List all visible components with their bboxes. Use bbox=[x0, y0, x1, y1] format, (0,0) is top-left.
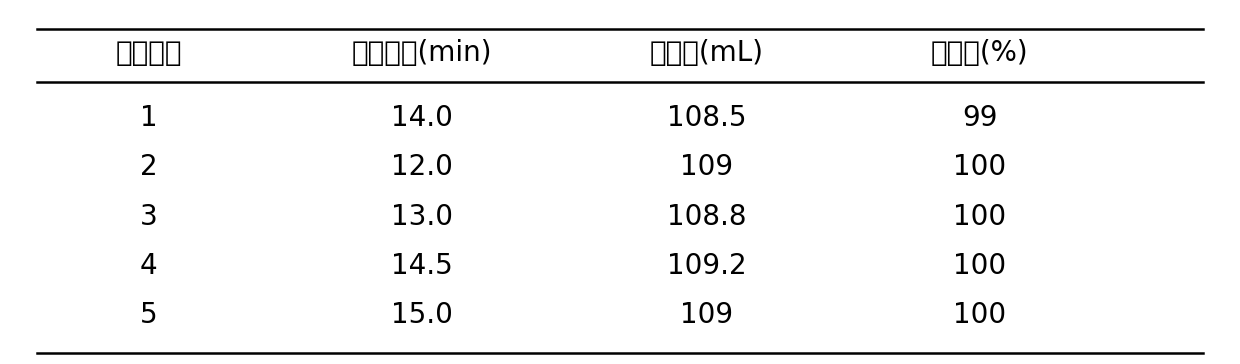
Text: 14.0: 14.0 bbox=[391, 104, 453, 132]
Text: 99: 99 bbox=[962, 104, 997, 132]
Text: 109.2: 109.2 bbox=[667, 252, 746, 280]
Text: 100: 100 bbox=[954, 252, 1006, 280]
Text: 选择性(%): 选择性(%) bbox=[931, 39, 1028, 67]
Text: 循环次数: 循环次数 bbox=[115, 39, 182, 67]
Text: 100: 100 bbox=[954, 203, 1006, 230]
Text: 2: 2 bbox=[140, 154, 157, 181]
Text: 产气量(mL): 产气量(mL) bbox=[650, 39, 764, 67]
Text: 108.5: 108.5 bbox=[667, 104, 746, 132]
Text: 108.8: 108.8 bbox=[667, 203, 746, 230]
Text: 100: 100 bbox=[954, 154, 1006, 181]
Text: 1: 1 bbox=[140, 104, 157, 132]
Text: 100: 100 bbox=[954, 301, 1006, 329]
Text: 15.0: 15.0 bbox=[391, 301, 453, 329]
Text: 109: 109 bbox=[681, 154, 733, 181]
Text: 109: 109 bbox=[681, 301, 733, 329]
Text: 14.5: 14.5 bbox=[391, 252, 453, 280]
Text: 4: 4 bbox=[140, 252, 157, 280]
Text: 3: 3 bbox=[140, 203, 157, 230]
Text: 12.0: 12.0 bbox=[391, 154, 453, 181]
Text: 反应时间(min): 反应时间(min) bbox=[351, 39, 492, 67]
Text: 13.0: 13.0 bbox=[391, 203, 453, 230]
Text: 5: 5 bbox=[140, 301, 157, 329]
